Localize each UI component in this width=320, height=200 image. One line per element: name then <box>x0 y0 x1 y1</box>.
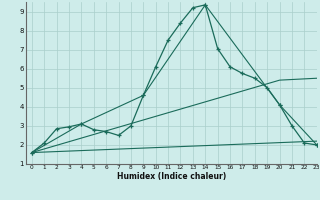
X-axis label: Humidex (Indice chaleur): Humidex (Indice chaleur) <box>116 172 226 181</box>
